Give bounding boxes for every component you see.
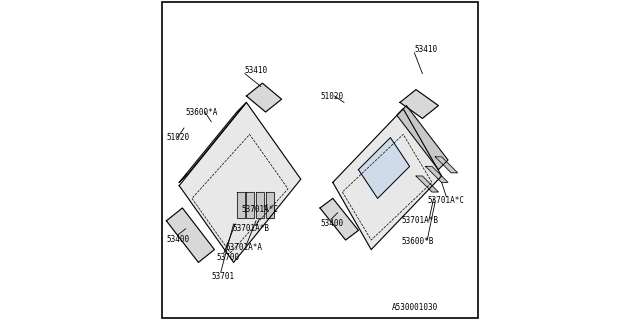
Polygon shape: [166, 208, 214, 262]
Text: 51020: 51020: [166, 133, 189, 142]
Text: 53600*B: 53600*B: [402, 237, 434, 246]
Polygon shape: [333, 109, 442, 250]
Polygon shape: [266, 192, 274, 218]
Text: 53701A*B: 53701A*B: [232, 224, 269, 233]
Text: 53600*A: 53600*A: [186, 108, 218, 116]
Text: 53410: 53410: [415, 45, 438, 54]
Text: 53400: 53400: [320, 220, 343, 228]
Text: 53701A*A: 53701A*A: [226, 244, 262, 252]
Text: 53701A*B: 53701A*B: [402, 216, 438, 225]
Text: 53400: 53400: [166, 236, 189, 244]
Text: A530001030: A530001030: [392, 303, 438, 312]
Polygon shape: [246, 192, 255, 218]
Polygon shape: [358, 138, 410, 198]
Polygon shape: [320, 198, 358, 240]
Text: 51020: 51020: [320, 92, 343, 100]
Text: 53701A*C: 53701A*C: [242, 205, 278, 214]
Text: 53700: 53700: [216, 253, 239, 262]
Polygon shape: [246, 83, 282, 112]
Polygon shape: [400, 90, 438, 118]
Polygon shape: [179, 102, 301, 262]
Text: 53701A*C: 53701A*C: [428, 196, 464, 204]
Polygon shape: [426, 166, 448, 182]
Polygon shape: [397, 106, 448, 170]
Polygon shape: [416, 176, 438, 192]
Polygon shape: [237, 192, 245, 218]
Polygon shape: [435, 157, 458, 173]
Text: 53410: 53410: [245, 66, 268, 75]
Polygon shape: [179, 102, 246, 182]
Polygon shape: [256, 192, 264, 218]
Text: 53701: 53701: [211, 272, 234, 281]
